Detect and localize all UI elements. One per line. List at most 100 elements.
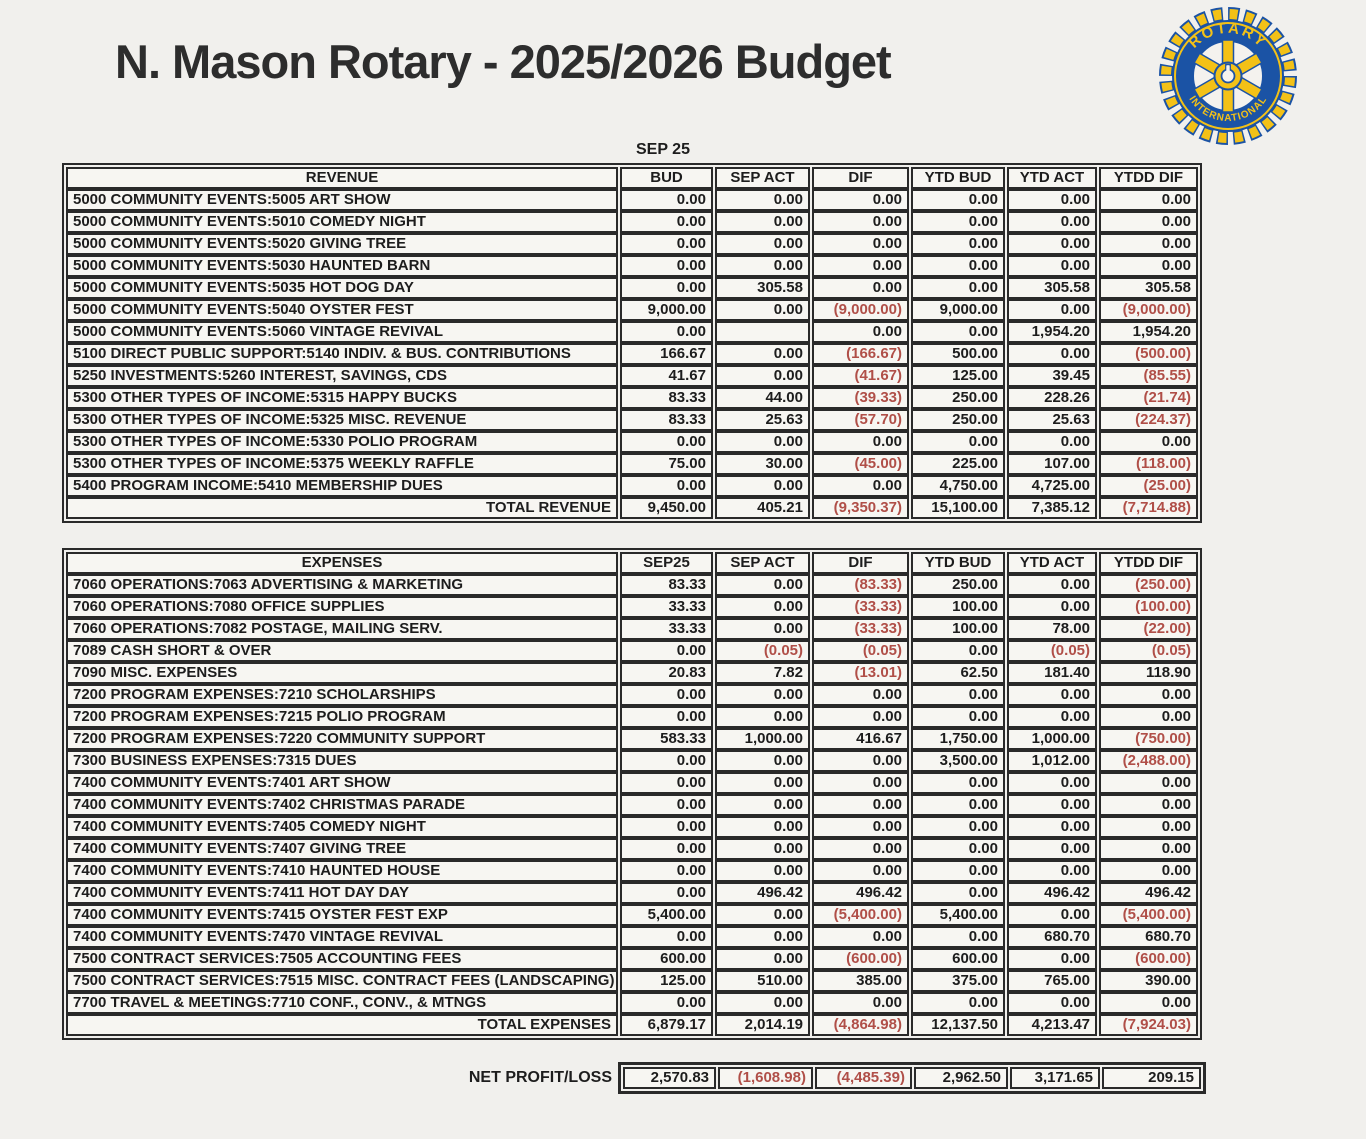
cell-ytd-act: 25.63 [1007,409,1097,431]
table-row: 5000 COMMUNITY EVENTS:5040 OYSTER FEST 9… [66,299,1198,321]
table-row: 5400 PROGRAM INCOME:5410 MEMBERSHIP DUES… [66,475,1198,497]
cell-dif: 0.00 [812,926,909,948]
cell-dif: (5,400.00) [812,904,909,926]
total-expenses-ytdd-dif: (7,924.03) [1099,1014,1198,1036]
cell-ytd-bud: 0.00 [911,189,1005,211]
column-header-ytd-bud: YTD BUD [911,552,1005,574]
table-row: 7700 TRAVEL & MEETINGS:7710 CONF., CONV.… [66,992,1198,1014]
table-row: 5300 OTHER TYPES OF INCOME:5330 POLIO PR… [66,431,1198,453]
table-row: 7300 BUSINESS EXPENSES:7315 DUES 0.00 0.… [66,750,1198,772]
cell-sep-act: 0.00 [715,948,810,970]
cell-dif: 0.00 [812,255,909,277]
table-row: 7400 COMMUNITY EVENTS:7401 ART SHOW 0.00… [66,772,1198,794]
row-label: 7090 MISC. EXPENSES [66,662,618,684]
table-row: 5000 COMMUNITY EVENTS:5035 HOT DOG DAY 0… [66,277,1198,299]
row-label: 7500 CONTRACT SERVICES:7515 MISC. CONTRA… [66,970,618,992]
row-label: 5100 DIRECT PUBLIC SUPPORT:5140 INDIV. &… [66,343,618,365]
table-row: 7400 COMMUNITY EVENTS:7405 COMEDY NIGHT … [66,816,1198,838]
expenses-header-row: EXPENSES SEP25 SEP ACT DIF YTD BUD YTD A… [66,552,1198,574]
cell-ytd-act: 305.58 [1007,277,1097,299]
cell-dif: (39.33) [812,387,909,409]
cell-sep25: 0.00 [620,860,713,882]
cell-ytd-act: 0.00 [1007,838,1097,860]
table-row: 7400 COMMUNITY EVENTS:7411 HOT DAY DAY 0… [66,882,1198,904]
cell-dif: (0.05) [812,640,909,662]
row-label: 5300 OTHER TYPES OF INCOME:5315 HAPPY BU… [66,387,618,409]
cell-bud: 83.33 [620,387,713,409]
cell-ytdd-dif: 0.00 [1099,816,1198,838]
cell-dif: 0.00 [812,860,909,882]
column-header-sep-act: SEP ACT [715,167,810,189]
table-row: 7400 COMMUNITY EVENTS:7415 OYSTER FEST E… [66,904,1198,926]
cell-ytd-act: 1,000.00 [1007,728,1097,750]
cell-ytdd-dif: 0.00 [1099,233,1198,255]
cell-ytd-act: 0.00 [1007,233,1097,255]
cell-ytd-act: 0.00 [1007,794,1097,816]
cell-ytdd-dif: 0.00 [1099,684,1198,706]
cell-sep25: 0.00 [620,772,713,794]
cell-ytd-bud: 0.00 [911,838,1005,860]
row-label: 7300 BUSINESS EXPENSES:7315 DUES [66,750,618,772]
cell-sep25: 33.33 [620,618,713,640]
cell-ytd-bud: 3,500.00 [911,750,1005,772]
total-expenses-row: TOTAL EXPENSES 6,879.17 2,014.19 (4,864.… [66,1014,1198,1036]
net-ytd-act: 3,171.65 [1010,1067,1100,1089]
cell-ytd-act: 0.00 [1007,860,1097,882]
cell-ytdd-dif: (22.00) [1099,618,1198,640]
cell-sep-act: 0.00 [715,343,810,365]
cell-dif: 416.67 [812,728,909,750]
cell-sep-act: 0.00 [715,189,810,211]
row-label: 5000 COMMUNITY EVENTS:5030 HAUNTED BARN [66,255,618,277]
period-label: SEP 25 [636,141,690,158]
total-expenses-ytd-act: 4,213.47 [1007,1014,1097,1036]
cell-ytd-bud: 0.00 [911,211,1005,233]
net-sep-bud: 2,570.83 [623,1067,716,1089]
cell-sep25: 0.00 [620,794,713,816]
cell-ytdd-dif: (100.00) [1099,596,1198,618]
cell-ytd-act: 1,012.00 [1007,750,1097,772]
cell-sep25: 83.33 [620,574,713,596]
cell-dif: (600.00) [812,948,909,970]
cell-bud: 0.00 [620,277,713,299]
cell-sep-act: 0.00 [715,596,810,618]
cell-ytdd-dif: 0.00 [1099,772,1198,794]
expenses-section-header: EXPENSES [66,552,618,574]
cell-bud: 0.00 [620,475,713,497]
net-ytd-bud: 2,962.50 [914,1067,1008,1089]
revenue-table: REVENUE BUD SEP ACT DIF YTD BUD YTD ACT … [62,163,1202,523]
cell-sep-act: 0.00 [715,772,810,794]
cell-ytd-bud: 0.00 [911,233,1005,255]
cell-ytd-bud: 500.00 [911,343,1005,365]
cell-sep-act: 0.00 [715,992,810,1014]
row-label: 5000 COMMUNITY EVENTS:5060 VINTAGE REVIV… [66,321,618,343]
cell-sep-act: 0.00 [715,684,810,706]
cell-ytdd-dif: (600.00) [1099,948,1198,970]
cell-sep-act: 0.00 [715,431,810,453]
table-row: 5250 INVESTMENTS:5260 INTEREST, SAVINGS,… [66,365,1198,387]
table-row: 7400 COMMUNITY EVENTS:7402 CHRISTMAS PAR… [66,794,1198,816]
cell-dif: 0.00 [812,189,909,211]
cell-bud: 0.00 [620,431,713,453]
cell-ytd-act: 0.00 [1007,948,1097,970]
cell-ytd-act: (0.05) [1007,640,1097,662]
cell-sep-act: 0.00 [715,926,810,948]
revenue-section-header: REVENUE [66,167,618,189]
cell-ytd-bud: 0.00 [911,816,1005,838]
cell-ytd-act: 4,725.00 [1007,475,1097,497]
row-label: 7200 PROGRAM EXPENSES:7210 SCHOLARSHIPS [66,684,618,706]
cell-ytd-bud: 250.00 [911,574,1005,596]
cell-bud: 0.00 [620,211,713,233]
column-header-sep-act: SEP ACT [715,552,810,574]
cell-sep-act: 0.00 [715,860,810,882]
cell-bud: 83.33 [620,409,713,431]
cell-ytd-act: 0.00 [1007,772,1097,794]
row-label: 5000 COMMUNITY EVENTS:5005 ART SHOW [66,189,618,211]
cell-sep25: 0.00 [620,816,713,838]
cell-ytd-bud: 0.00 [911,684,1005,706]
cell-ytdd-dif: (250.00) [1099,574,1198,596]
cell-sep25: 0.00 [620,882,713,904]
cell-ytd-bud: 100.00 [911,596,1005,618]
cell-dif: (57.70) [812,409,909,431]
net-ytdd-dif: 209.15 [1102,1067,1201,1089]
net-sep-act: (1,608.98) [718,1067,813,1089]
